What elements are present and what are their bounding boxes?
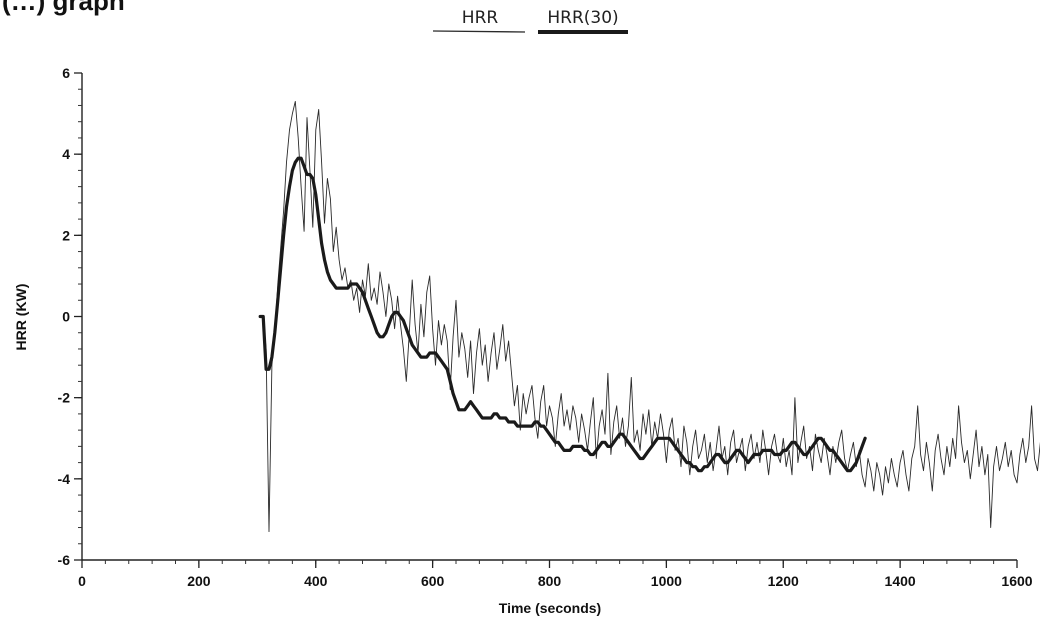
y-tick-labels: -6 -4 -2 0 2 4 6 bbox=[58, 65, 71, 568]
legend-item-hrr30: HRR(30) bbox=[538, 8, 628, 34]
x-tick-labels: 0 200 400 600 800 1000 1200 1400 1600 bbox=[78, 573, 1033, 589]
y-tick-label: 6 bbox=[62, 65, 70, 81]
x-tick-label: 1000 bbox=[651, 573, 682, 589]
x-tick-label: 0 bbox=[78, 573, 86, 589]
legend-item-hrr: HRR bbox=[432, 8, 526, 33]
y-tick-label: 2 bbox=[62, 227, 70, 243]
legend: HRR HRR(30) bbox=[432, 8, 628, 34]
x-tick-label: 400 bbox=[304, 573, 328, 589]
x-tick-label: 1600 bbox=[1001, 573, 1032, 589]
y-axis-title: HRR (KW) bbox=[13, 284, 29, 351]
x-tick-label: 1400 bbox=[885, 573, 916, 589]
legend-label-hrr30: HRR(30) bbox=[547, 8, 618, 28]
y-tick-label: -4 bbox=[58, 471, 71, 487]
x-axis-title: Time (seconds) bbox=[499, 600, 601, 616]
chart-axes bbox=[81, 73, 1017, 561]
legend-label-hrr: HRR bbox=[462, 8, 499, 28]
major-ticks bbox=[74, 72, 1018, 568]
x-tick-label: 200 bbox=[187, 573, 211, 589]
y-tick-label: 0 bbox=[62, 309, 70, 325]
series-layer bbox=[258, 100, 1040, 533]
x-tick-label: 1200 bbox=[768, 573, 799, 589]
y-tick-label: -6 bbox=[58, 552, 71, 568]
x-tick-label: 800 bbox=[538, 573, 562, 589]
x-tick-label: 600 bbox=[421, 573, 445, 589]
legend-swatch-hrr bbox=[432, 30, 526, 33]
page-title: (…) graph bbox=[2, 0, 125, 16]
y-tick-label: 4 bbox=[62, 146, 70, 162]
y-tick-label: -2 bbox=[58, 390, 71, 406]
series-line-hrr bbox=[259, 100, 1040, 533]
minor-ticks bbox=[78, 72, 1018, 564]
series-line-hrr30 bbox=[258, 156, 867, 473]
